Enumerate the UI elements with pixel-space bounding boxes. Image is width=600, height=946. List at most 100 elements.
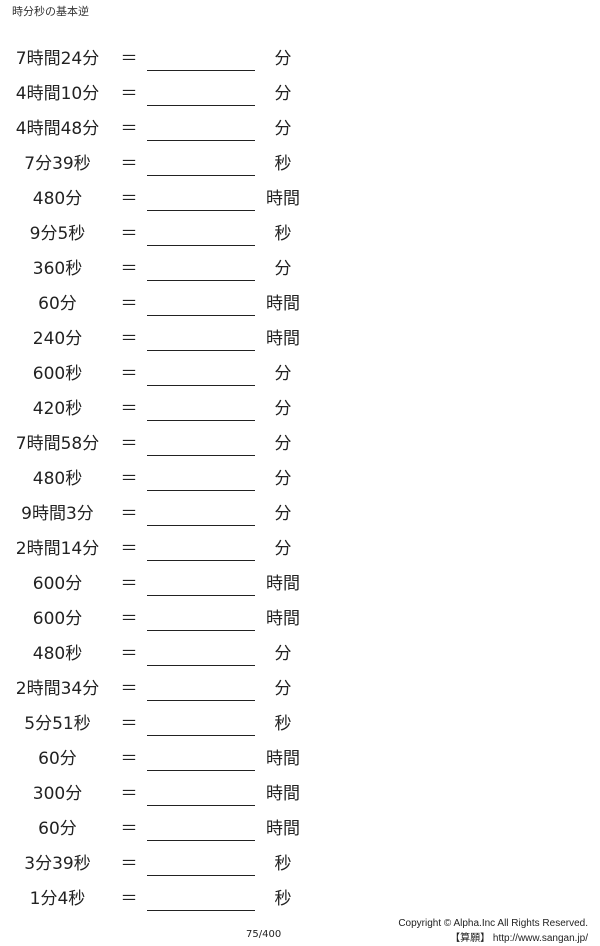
equals-sign: ＝ xyxy=(120,609,138,629)
question: 9分5秒 xyxy=(29,224,86,244)
unit-label: 分 xyxy=(274,119,292,139)
unit-label: 時間 xyxy=(266,609,300,629)
answer-blank[interactable] xyxy=(147,70,255,71)
unit-label: 時間 xyxy=(266,784,300,804)
unit-label: 分 xyxy=(274,644,292,664)
equals-sign: ＝ xyxy=(120,294,138,314)
answer-blank[interactable] xyxy=(147,595,255,596)
question: 4時間48分 xyxy=(15,119,100,139)
problem-row: 300分 ＝ 時間 xyxy=(0,784,600,824)
answer-blank[interactable] xyxy=(147,735,255,736)
question: 600分 xyxy=(32,609,83,629)
answer-blank[interactable] xyxy=(147,875,255,876)
equals-sign: ＝ xyxy=(120,784,138,804)
answer-blank[interactable] xyxy=(147,140,255,141)
equals-sign: ＝ xyxy=(120,504,138,524)
unit-label: 分 xyxy=(274,434,292,454)
question: 60分 xyxy=(38,819,77,839)
unit-label: 秒 xyxy=(274,854,292,874)
answer-blank[interactable] xyxy=(147,700,255,701)
equals-sign: ＝ xyxy=(120,399,138,419)
problem-row: 360秒 ＝ 分 xyxy=(0,259,600,299)
problem-row: 240分 ＝ 時間 xyxy=(0,329,600,369)
problem-row: 3分39秒 ＝ 秒 xyxy=(0,854,600,894)
answer-blank[interactable] xyxy=(147,630,255,631)
equals-sign: ＝ xyxy=(120,469,138,489)
equals-sign: ＝ xyxy=(120,364,138,384)
page-number: 75/400 xyxy=(246,929,282,940)
site-url: 【算願】 http://www.sangan.jp/ xyxy=(450,933,588,944)
question: 480秒 xyxy=(32,644,83,664)
problem-row: 60分 ＝ 時間 xyxy=(0,749,600,789)
unit-label: 分 xyxy=(274,679,292,699)
unit-label: 時間 xyxy=(266,749,300,769)
unit-label: 時間 xyxy=(266,189,300,209)
equals-sign: ＝ xyxy=(120,644,138,664)
answer-blank[interactable] xyxy=(147,175,255,176)
problem-row: 7時間24分 ＝ 分 xyxy=(0,49,600,89)
equals-sign: ＝ xyxy=(120,224,138,244)
answer-blank[interactable] xyxy=(147,105,255,106)
question: 480秒 xyxy=(32,469,83,489)
equals-sign: ＝ xyxy=(120,189,138,209)
equals-sign: ＝ xyxy=(120,819,138,839)
problem-row: 9分5秒 ＝ 秒 xyxy=(0,224,600,264)
answer-blank[interactable] xyxy=(147,245,255,246)
equals-sign: ＝ xyxy=(120,49,138,69)
question: 7時間58分 xyxy=(15,434,100,454)
equals-sign: ＝ xyxy=(120,679,138,699)
answer-blank[interactable] xyxy=(147,350,255,351)
problem-row: 60分 ＝ 時間 xyxy=(0,294,600,334)
problem-row: 9時間3分 ＝ 分 xyxy=(0,504,600,544)
equals-sign: ＝ xyxy=(120,854,138,874)
question: 600分 xyxy=(32,574,83,594)
copyright-block: Copyright © Alpha.Inc All Rights Reserve… xyxy=(398,916,588,946)
answer-blank[interactable] xyxy=(147,385,255,386)
problem-row: 4時間10分 ＝ 分 xyxy=(0,84,600,124)
question: 9時間3分 xyxy=(21,504,94,524)
question: 240分 xyxy=(32,329,83,349)
unit-label: 時間 xyxy=(266,819,300,839)
answer-blank[interactable] xyxy=(147,770,255,771)
answer-blank[interactable] xyxy=(147,910,255,911)
question: 5分51秒 xyxy=(24,714,91,734)
problem-row: 7時間58分 ＝ 分 xyxy=(0,434,600,474)
answer-blank[interactable] xyxy=(147,490,255,491)
problem-row: 2時間14分 ＝ 分 xyxy=(0,539,600,579)
equals-sign: ＝ xyxy=(120,574,138,594)
question: 480分 xyxy=(32,189,83,209)
problem-row: 480分 ＝ 時間 xyxy=(0,189,600,229)
worksheet-title: 時分秒の基本逆 xyxy=(12,5,89,18)
unit-label: 分 xyxy=(274,469,292,489)
answer-blank[interactable] xyxy=(147,840,255,841)
equals-sign: ＝ xyxy=(120,154,138,174)
answer-blank[interactable] xyxy=(147,665,255,666)
answer-blank[interactable] xyxy=(147,560,255,561)
answer-blank[interactable] xyxy=(147,210,255,211)
equals-sign: ＝ xyxy=(120,259,138,279)
answer-blank[interactable] xyxy=(147,805,255,806)
problem-row: 600分 ＝ 時間 xyxy=(0,574,600,614)
question: 3分39秒 xyxy=(24,854,91,874)
problem-row: 600分 ＝ 時間 xyxy=(0,609,600,649)
answer-blank[interactable] xyxy=(147,315,255,316)
answer-blank[interactable] xyxy=(147,455,255,456)
equals-sign: ＝ xyxy=(120,889,138,909)
unit-label: 時間 xyxy=(266,329,300,349)
question: 600秒 xyxy=(32,364,83,384)
problem-row: 420秒 ＝ 分 xyxy=(0,399,600,439)
answer-blank[interactable] xyxy=(147,525,255,526)
equals-sign: ＝ xyxy=(120,119,138,139)
unit-label: 分 xyxy=(274,259,292,279)
unit-label: 分 xyxy=(274,504,292,524)
answer-blank[interactable] xyxy=(147,420,255,421)
question: 60分 xyxy=(38,294,77,314)
problem-row: 1分4秒 ＝ 秒 xyxy=(0,889,600,929)
problem-row: 600秒 ＝ 分 xyxy=(0,364,600,404)
unit-label: 秒 xyxy=(274,224,292,244)
answer-blank[interactable] xyxy=(147,280,255,281)
equals-sign: ＝ xyxy=(120,434,138,454)
unit-label: 分 xyxy=(274,84,292,104)
question: 2時間34分 xyxy=(15,679,100,699)
